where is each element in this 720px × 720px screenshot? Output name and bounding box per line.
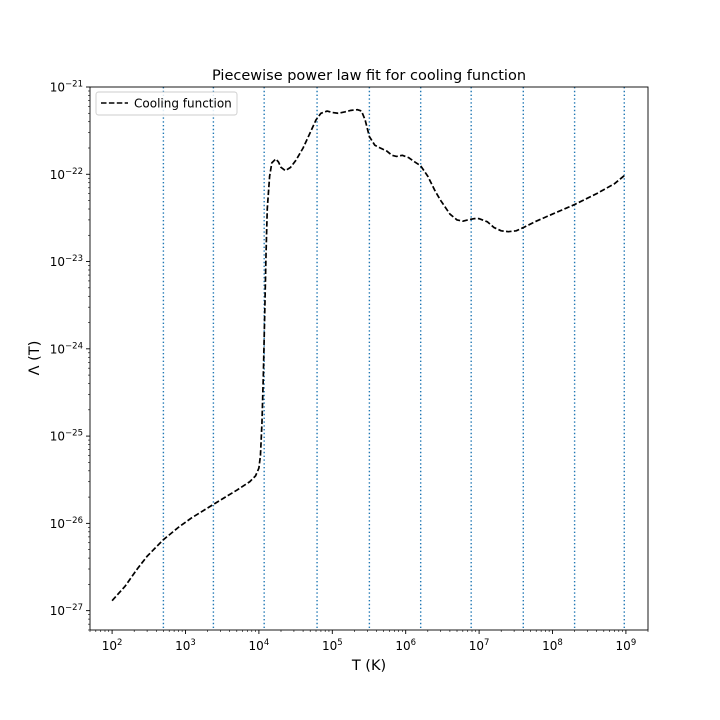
x-tick-label: 103	[175, 638, 196, 653]
x-tick-label: 109	[616, 638, 637, 653]
y-tick-label: 10−21	[50, 80, 83, 95]
y-axis-ticks: 10−27 10−26 10−25 10−24 10−23 10−22 10−21	[50, 80, 90, 631]
y-tick-label: 10−26	[50, 516, 83, 531]
x-axis-ticks: 102 103 104 105 106 107 108 109	[89, 630, 649, 653]
y-tick-label: 10−27	[50, 603, 83, 618]
y-tick-label: 10−22	[50, 167, 83, 182]
chart-title: Piecewise power law fit for cooling func…	[212, 68, 526, 84]
y-tick-label: 10−25	[50, 429, 83, 444]
x-tick-label: 104	[249, 638, 270, 653]
x-tick-label: 102	[102, 638, 123, 653]
plot-frame	[89, 86, 649, 631]
y-tick-label: 10−24	[50, 341, 83, 356]
x-axis-label: T (K)	[351, 658, 386, 674]
y-tick-label: 10−23	[50, 254, 83, 269]
legend-box	[95, 91, 238, 116]
x-tick-label: 108	[542, 638, 563, 653]
x-tick-label: 106	[395, 638, 416, 653]
legend: Cooling function	[95, 91, 238, 116]
x-tick-label: 107	[469, 638, 490, 653]
x-tick-label: 105	[322, 638, 343, 653]
y-axis-label: Λ (T)	[27, 341, 43, 376]
legend-label: Cooling function	[134, 97, 232, 111]
